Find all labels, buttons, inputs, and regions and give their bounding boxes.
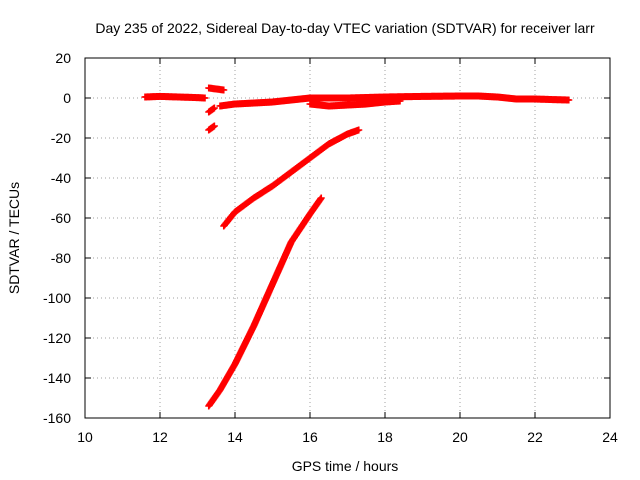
x-tick-label: 12 bbox=[152, 429, 168, 445]
series-3 bbox=[205, 104, 218, 116]
grid bbox=[85, 58, 610, 418]
y-tick-label: -80 bbox=[51, 250, 71, 266]
series-5 bbox=[216, 92, 573, 110]
x-tick-label: 22 bbox=[527, 429, 543, 445]
y-tick-label: 0 bbox=[63, 90, 71, 106]
plot-frame bbox=[84, 57, 611, 419]
chart-title: Day 235 of 2022, Sidereal Day-to-day VTE… bbox=[95, 20, 595, 36]
x-tick-label: 20 bbox=[452, 429, 468, 445]
x-tick-label: 14 bbox=[227, 429, 243, 445]
y-tick-label: -160 bbox=[43, 410, 71, 426]
y-tick-label: -20 bbox=[51, 130, 71, 146]
data-points bbox=[141, 84, 573, 410]
data-point bbox=[210, 104, 218, 112]
data-point bbox=[201, 94, 209, 102]
ticks: 10 12 14 16 18 20 22 24 -160 -140 -120 -100 -80 -60 -4… bbox=[43, 50, 618, 445]
series-4 bbox=[205, 122, 218, 134]
y-tick-label: -100 bbox=[43, 290, 71, 306]
data-point bbox=[210, 122, 218, 130]
series-6 bbox=[306, 97, 404, 110]
y-axis-label: SDTVAR / TECUs bbox=[6, 182, 22, 294]
data-point bbox=[565, 96, 573, 104]
data-point bbox=[396, 97, 404, 105]
x-tick-label: 18 bbox=[377, 429, 393, 445]
data-point bbox=[355, 126, 363, 134]
y-tick-label: -120 bbox=[43, 330, 71, 346]
x-tick-label: 10 bbox=[77, 429, 93, 445]
series-8 bbox=[205, 194, 325, 410]
y-tick-label: -140 bbox=[43, 370, 71, 386]
y-tick-label: -40 bbox=[51, 170, 71, 186]
series-2 bbox=[205, 84, 228, 94]
series-7 bbox=[220, 126, 363, 230]
series-1 bbox=[141, 92, 209, 102]
y-tick-label: 20 bbox=[55, 50, 71, 66]
y-tick-label: -60 bbox=[51, 210, 71, 226]
x-tick-label: 16 bbox=[302, 429, 318, 445]
data-point bbox=[317, 194, 325, 202]
x-axis-label: GPS time / hours bbox=[292, 458, 399, 474]
x-tick-label: 24 bbox=[602, 429, 618, 445]
data-point bbox=[220, 86, 228, 94]
